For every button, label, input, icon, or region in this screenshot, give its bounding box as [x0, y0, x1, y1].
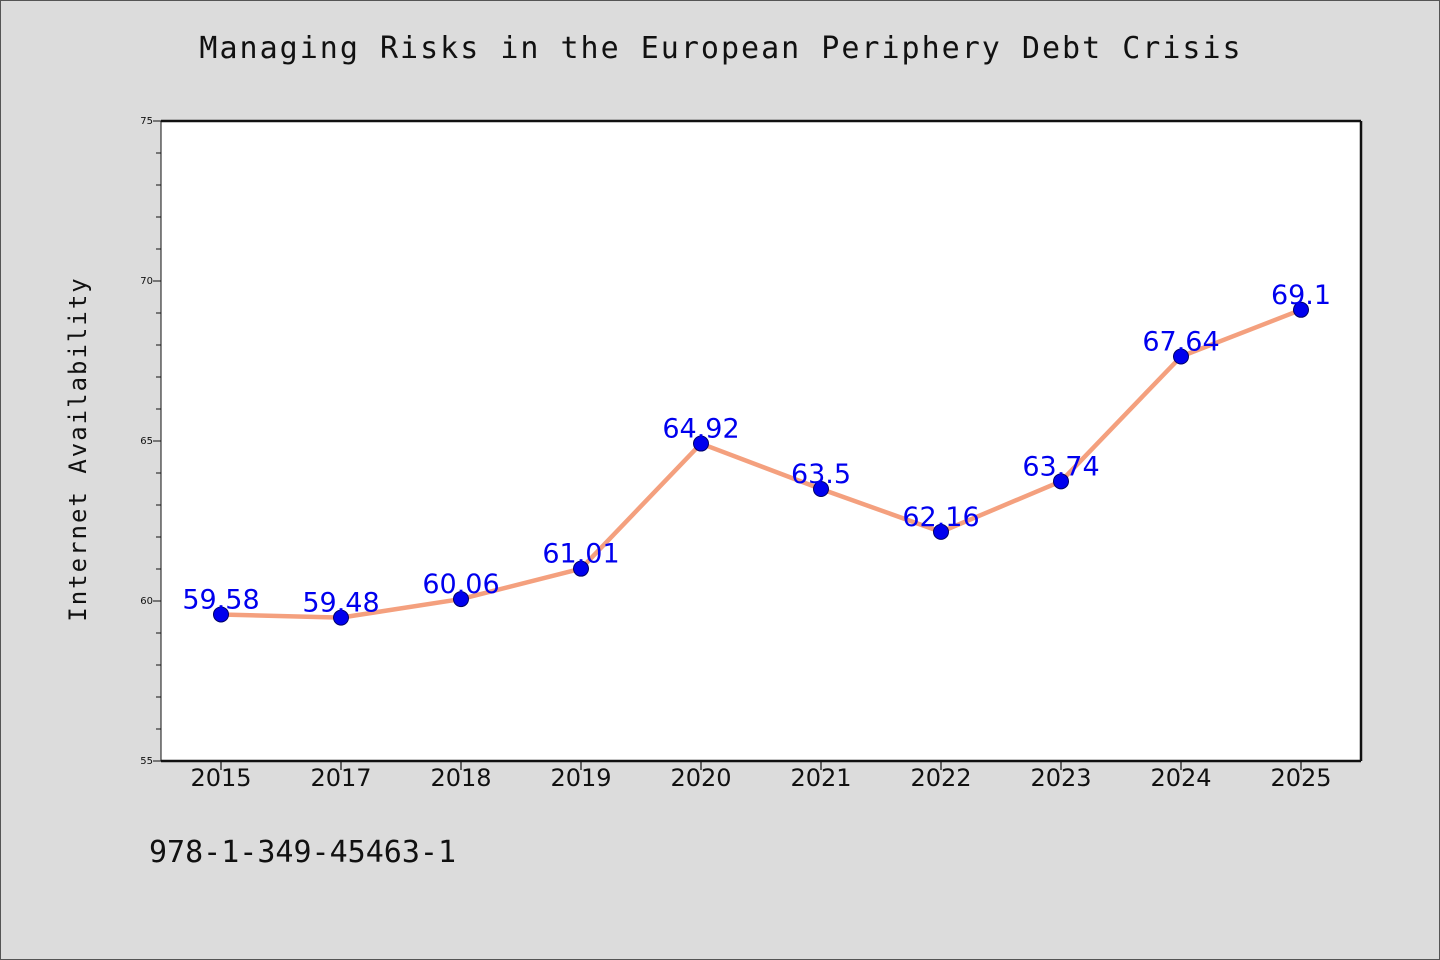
data-label: 61.01: [542, 539, 619, 570]
y-tick-label: 75: [140, 116, 153, 127]
data-label: 67.64: [1142, 327, 1219, 358]
x-tick-label: 2020: [670, 764, 731, 792]
y-tick-label: 70: [140, 276, 153, 287]
y-tick-label: 65: [140, 436, 153, 447]
y-tick-label: 60: [140, 596, 153, 607]
data-label: 63.5: [791, 459, 851, 490]
data-point: [813, 481, 829, 497]
x-tick-label: 2022: [910, 764, 971, 792]
data-point: [1173, 348, 1189, 365]
data-point: [1293, 301, 1309, 318]
y-tick-label: 55: [140, 756, 153, 767]
x-tick-label: 2024: [1150, 764, 1211, 792]
data-label: 63.74: [1022, 451, 1099, 482]
data-point: [573, 560, 589, 577]
x-tick-label: 2019: [550, 764, 611, 792]
data-point: [933, 523, 949, 540]
x-tick-label: 2018: [430, 764, 491, 792]
data-label: 59.58: [182, 584, 259, 615]
chart-title: Managing Risks in the European Periphery…: [199, 31, 1243, 66]
data-label: 60.06: [422, 569, 499, 600]
data-label: 69.1: [1271, 280, 1331, 311]
footer-code: 978-1-349-45463-1: [149, 835, 457, 870]
data-point: [333, 609, 349, 626]
data-label: 64.92: [662, 414, 739, 445]
data-label: 62.16: [902, 502, 979, 533]
x-tick-label: 2015: [190, 764, 251, 792]
data-label: 59.48: [302, 588, 379, 619]
plot-area: [161, 121, 1361, 761]
data-point: [1053, 473, 1069, 490]
data-point: [693, 435, 709, 452]
data-point: [213, 606, 229, 623]
x-tick-label: 2023: [1030, 764, 1091, 792]
x-tick-label: 2017: [310, 764, 371, 792]
x-tick-label: 2021: [790, 764, 851, 792]
series-line: [218, 307, 1304, 620]
data-point: [453, 591, 469, 608]
x-tick-label: 2025: [1270, 764, 1331, 792]
